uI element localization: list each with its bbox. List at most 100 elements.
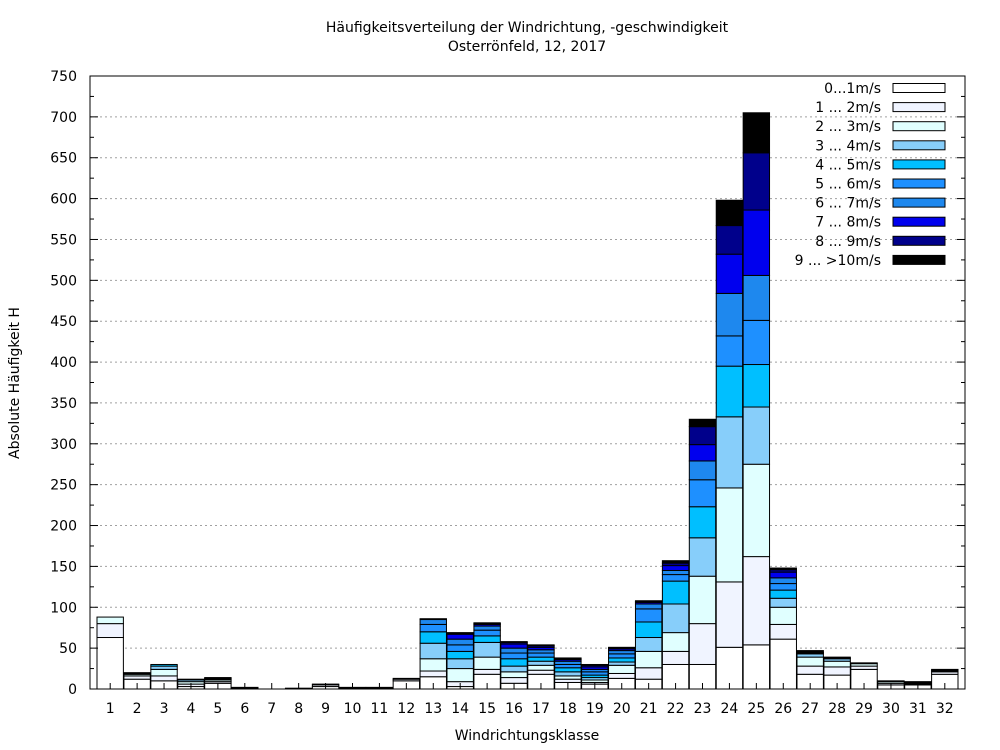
bar-segment: [150, 663, 178, 667]
legend-label: 2 ... 3m/s: [815, 119, 881, 135]
bar-segment: [419, 631, 447, 644]
bar-segment: [446, 633, 474, 640]
x-tick-label: 30: [882, 701, 900, 717]
bar-segment: [742, 364, 771, 408]
bar-segment: [500, 665, 528, 673]
bar-segment: [823, 666, 851, 676]
legend-swatch: [892, 140, 946, 151]
bar-segment: [688, 426, 717, 446]
bar-segment: [554, 657, 582, 660]
bar-segment: [527, 656, 555, 662]
bar-segment: [96, 616, 124, 625]
x-axis-label: Windrichtungsklasse: [455, 728, 600, 744]
x-tick-label: 24: [721, 701, 739, 717]
bar-segment: [715, 335, 744, 367]
bar-segment: [608, 672, 636, 679]
bar-segment: [769, 577, 797, 585]
bar-segment: [634, 600, 663, 603]
legend-label: 6 ... 7m/s: [815, 196, 881, 212]
legend-swatch: [892, 159, 946, 170]
legend-swatch: [892, 102, 946, 113]
legend-swatch: [892, 216, 946, 227]
x-tick-label: 13: [424, 701, 442, 717]
bar-segment: [392, 677, 421, 680]
bar-segment: [554, 671, 582, 677]
y-tick-label: 650: [50, 151, 77, 167]
chart-subtitle: Osterrönfeld, 12, 2017: [448, 39, 606, 55]
x-tick-label: 21: [640, 701, 658, 717]
bar-segment: [419, 658, 447, 672]
bar-segment: [688, 444, 717, 462]
x-tick-label: 19: [586, 701, 604, 717]
legend-label: 9 ... >10m/s: [795, 253, 881, 269]
x-tick-label: 1: [106, 701, 115, 717]
bar-segment: [581, 663, 609, 666]
bar-segment: [715, 646, 744, 690]
x-tick-label: 20: [613, 701, 631, 717]
bar-segment: [473, 641, 501, 658]
x-tick-label: 2: [133, 701, 142, 717]
legend-swatch: [892, 235, 946, 246]
bar-segment: [446, 668, 474, 683]
bar-segment: [634, 637, 663, 652]
bar-segment: [419, 642, 447, 660]
x-tick-label: 3: [160, 701, 169, 717]
x-tick-label: 22: [667, 701, 685, 717]
y-tick-label: 300: [50, 437, 77, 453]
legend-label: 8 ... 9m/s: [815, 234, 881, 250]
bar-segment: [96, 623, 124, 639]
legend-swatch: [892, 121, 946, 132]
bar-segment: [796, 650, 824, 653]
bar-segment: [715, 487, 744, 583]
bar-segment: [661, 632, 690, 652]
bar-segment: [527, 660, 555, 666]
bar-segment: [446, 650, 474, 660]
bar-segment: [419, 618, 447, 621]
bar-segment: [634, 667, 663, 680]
x-tick-label: 14: [451, 701, 469, 717]
x-axis: 1 2 3 4 5 6 7 8 9 10 11 12 13 14 15 16 17 18 19 20 21 22 23 24 2…: [106, 683, 954, 717]
bar-segment: [608, 657, 636, 663]
bar-segment: [742, 112, 771, 154]
bar-segment: [904, 681, 932, 683]
y-tick-label: 250: [50, 478, 77, 494]
bar-segment: [96, 637, 124, 690]
bar-segment: [473, 656, 501, 670]
x-tick-label: 32: [936, 701, 954, 717]
legend: 0...1m/s 1 ... 2m/s 2 ... 3m/s 3 ... 4m/s 4 …: [795, 81, 946, 269]
bar-segment: [150, 668, 178, 677]
bar-segment: [177, 678, 205, 681]
bar-segment: [473, 622, 501, 625]
bar-segment: [527, 644, 555, 647]
bar-segment: [769, 567, 797, 571]
grid-lines: [90, 116, 965, 649]
x-tick-label: 6: [240, 701, 249, 717]
bar-segment: [742, 556, 771, 646]
bar-segment: [931, 668, 959, 671]
x-tick-label: 23: [694, 701, 712, 717]
bar-segment: [661, 603, 690, 634]
bar-segment: [688, 418, 717, 428]
bar-segment: [688, 623, 717, 665]
bar-segment: [204, 677, 232, 679]
bar-segment: [769, 589, 797, 599]
legend-swatch: [892, 178, 946, 189]
bar-segment: [742, 319, 771, 366]
y-axis: 0 50 100 150 200 250 300 350 400 450 500 550 600 650 7…: [50, 69, 965, 698]
y-axis-label: Absolute Häufigkeit H: [7, 307, 23, 459]
bar-segment: [742, 406, 771, 465]
bar-segment: [715, 199, 744, 227]
bar-segment: [661, 650, 690, 665]
bar-segment: [634, 603, 663, 610]
bar-segment: [527, 652, 555, 658]
x-tick-label: 31: [909, 701, 927, 717]
bar-segment: [608, 653, 636, 659]
bar-segment: [742, 274, 771, 321]
bar-segment: [688, 460, 717, 481]
bar-segment: [446, 638, 474, 646]
bar-segment: [527, 669, 555, 675]
bar-segment: [554, 667, 582, 673]
x-tick-label: 26: [774, 701, 792, 717]
chart-title: Häufigkeitsverteilung der Windrichtung, …: [326, 20, 729, 36]
bar-segment: [473, 668, 501, 675]
